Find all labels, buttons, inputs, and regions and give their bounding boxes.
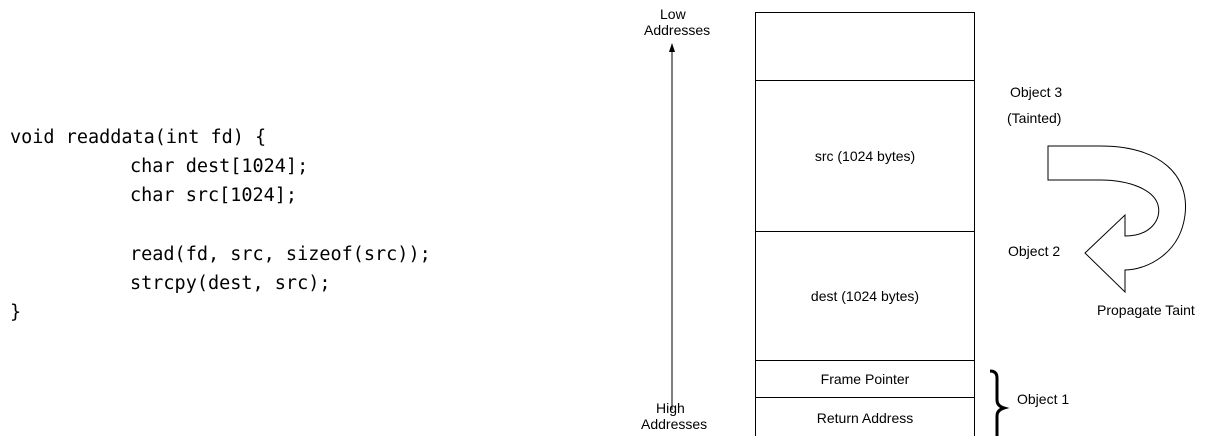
object3-tainted-label: (Tainted) — [1007, 110, 1062, 126]
propagate-taint-arrow — [1047, 145, 1187, 294]
stack-cell-top — [756, 13, 974, 81]
object2-label: Object 2 — [1008, 243, 1061, 259]
code-line-1: void readdata(int fd) { — [10, 127, 267, 148]
code-line-3: char src[1024]; — [130, 185, 298, 207]
code-line-5: read(fd, src, sizeof(src)); — [130, 243, 431, 265]
object1-label: Object 1 — [1017, 391, 1070, 407]
address-axis-arrowhead — [669, 43, 675, 52]
propagate-taint-label: Propagate Taint — [1097, 302, 1195, 318]
stack-cell-frame-pointer: Frame Pointer — [756, 361, 974, 398]
object3-label: Object 3 — [1010, 84, 1063, 100]
high-label: High — [656, 400, 685, 416]
low-addresses-label: Addresses — [644, 22, 711, 38]
code-line-2: char dest[1024]; — [130, 156, 309, 178]
high-addresses-label: Addresses — [641, 416, 708, 432]
object1-brace — [989, 369, 1010, 436]
code-line-6: strcpy(dest, src); — [130, 272, 331, 294]
stack-cell-src: src (1024 bytes) — [756, 81, 974, 232]
code-line-7: } — [10, 302, 22, 324]
stack-frame: src (1024 bytes) dest (1024 bytes) Frame… — [755, 12, 975, 436]
stack-cell-dest: dest (1024 bytes) — [756, 232, 974, 361]
stack-cell-return-address: Return Address — [816, 409, 914, 426]
code-listing: void readdata(int fd) { char dest[1024]; c… — [10, 123, 431, 327]
low-label: Low — [660, 6, 686, 22]
